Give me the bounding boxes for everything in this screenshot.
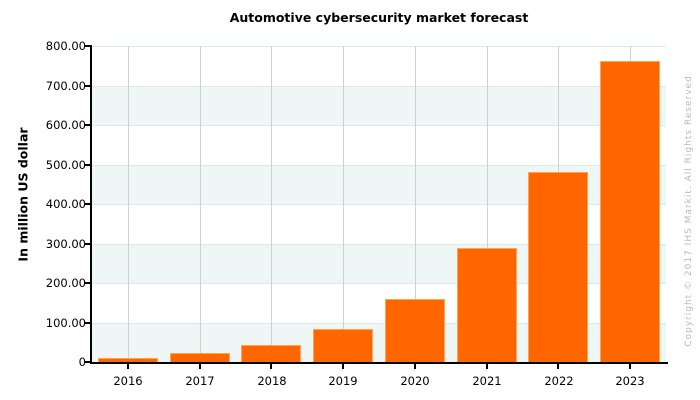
y-tick-label: 0 — [78, 355, 86, 369]
x-tick-label: 2021 — [472, 374, 502, 388]
x-tick — [557, 364, 559, 369]
y-tick-label: 500.00 — [45, 157, 86, 172]
y-tick-label: 300.00 — [45, 236, 86, 251]
x-tick — [486, 364, 488, 369]
vertical-gridline — [128, 46, 129, 362]
horizontal-gridline — [92, 204, 666, 205]
plot-area — [92, 46, 666, 362]
y-axis-line — [90, 45, 92, 364]
bar-2023 — [600, 61, 660, 362]
horizontal-gridline — [92, 125, 666, 126]
vertical-gridline — [487, 46, 488, 362]
x-tick — [270, 364, 272, 369]
x-tick-label: 2016 — [113, 374, 143, 388]
x-tick-label: 2019 — [328, 374, 358, 388]
y-tick — [85, 242, 90, 245]
bar-2017 — [170, 353, 230, 362]
y-tick — [85, 361, 90, 363]
x-tick — [629, 364, 631, 369]
plot-band — [92, 85, 666, 125]
x-tick — [199, 364, 201, 369]
x-tick-label: 2020 — [400, 374, 430, 388]
bar-2016 — [98, 357, 158, 362]
bar-2019 — [313, 328, 373, 362]
horizontal-gridline — [92, 165, 666, 166]
y-tick — [85, 282, 90, 284]
bar-2022 — [528, 172, 588, 362]
y-tick — [85, 163, 90, 166]
x-tick-label: 2022 — [544, 374, 574, 388]
x-tick-label: 2017 — [185, 374, 215, 388]
x-axis-line — [90, 362, 668, 364]
horizontal-gridline — [92, 86, 666, 87]
x-tick — [127, 364, 129, 369]
y-tick-label: 800.00 — [45, 39, 86, 53]
vertical-gridline — [415, 46, 416, 362]
vertical-gridline — [271, 46, 272, 362]
horizontal-gridline — [92, 283, 666, 284]
y-tick — [85, 321, 90, 324]
horizontal-gridline — [92, 323, 666, 324]
y-tick-label: 600.00 — [45, 118, 86, 132]
y-tick-label: 200.00 — [45, 276, 86, 290]
y-tick — [85, 84, 90, 87]
vertical-gridline — [343, 46, 344, 362]
x-tick-label: 2018 — [257, 374, 287, 388]
y-tick — [85, 45, 90, 47]
y-tick-label: 400.00 — [45, 197, 86, 211]
x-tick — [414, 364, 416, 369]
bar-2018 — [241, 345, 301, 362]
horizontal-gridline — [92, 244, 666, 245]
y-tick — [85, 203, 90, 205]
bar-2020 — [385, 298, 445, 362]
horizontal-gridline — [92, 46, 666, 47]
y-tick-label: 700.00 — [45, 78, 86, 93]
x-tick — [342, 364, 344, 369]
chart-title: Automotive cybersecurity market forecast — [229, 10, 529, 25]
copyright-watermark: Copyright © 2017 IHS Markit. All Rights … — [684, 75, 694, 347]
vertical-gridline — [200, 46, 201, 362]
y-tick — [85, 124, 90, 126]
bar-2021 — [457, 247, 517, 362]
x-tick-label: 2023 — [615, 374, 645, 388]
y-tick-label: 100.00 — [45, 315, 86, 330]
